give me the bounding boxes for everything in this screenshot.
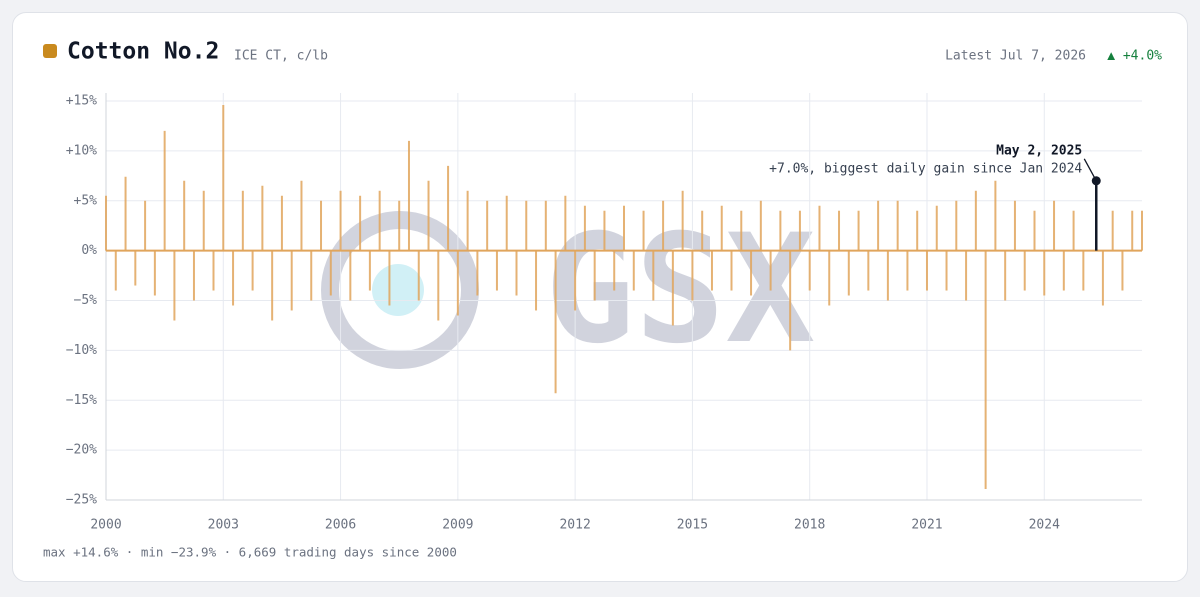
chart-subtitle: ICE CT, c/lb [234, 49, 328, 64]
y-tick-label: 0% [81, 243, 97, 258]
x-tick-label: 2018 [794, 518, 825, 533]
x-tick-label: 2012 [559, 518, 590, 533]
x-tick-label: 2000 [90, 518, 121, 533]
x-tick-label: 2024 [1029, 518, 1060, 533]
x-tick-label: 2009 [442, 518, 473, 533]
y-tick-label: −5% [74, 293, 98, 308]
annotation-text: +7.0%, biggest daily gain since Jan 2024 [769, 161, 1082, 176]
y-tick-label: −25% [66, 493, 97, 508]
x-tick-label: 2003 [208, 518, 239, 533]
annotation-leader [1083, 158, 1097, 182]
watermark: GSX [321, 203, 815, 377]
latest-date: Latest Jul 7, 2026 [945, 49, 1086, 64]
latest-change: ▲ +4.0% [1107, 49, 1162, 64]
y-tick-label: −10% [66, 343, 97, 358]
x-tick-label: 2015 [677, 518, 708, 533]
y-tick-label: +15% [66, 94, 97, 109]
title-marker [43, 44, 57, 58]
y-tick-label: −20% [66, 443, 97, 458]
y-tick-label: +5% [74, 193, 98, 208]
annotation-date: May 2, 2025 [996, 143, 1082, 158]
y-tick-label: −15% [66, 393, 97, 408]
card [12, 12, 1188, 582]
chart-title: Cotton No.2 [67, 39, 219, 65]
y-tick-label: +10% [66, 143, 97, 158]
x-tick-label: 2021 [911, 518, 942, 533]
watermark-dot [372, 264, 424, 316]
x-tick-label: 2006 [325, 518, 356, 533]
footer-note: max +14.6% · min −23.9% · 6,669 trading … [43, 545, 457, 560]
